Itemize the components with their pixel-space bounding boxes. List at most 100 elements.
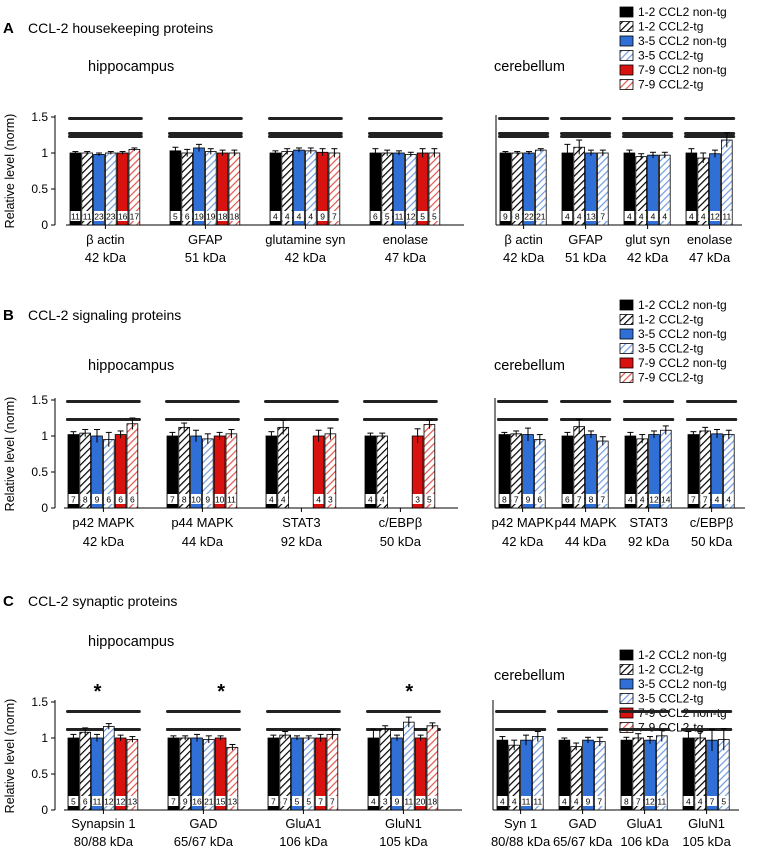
n-label-bg [127,796,138,806]
group-label: glutamine syn [265,232,345,247]
legend-label: 7-9 CCL2 non-tg [638,706,727,720]
y-axis-label: Relative level (norm) [3,699,17,814]
n-label-bg [499,494,510,504]
n-label-bg [497,796,508,806]
n-label-bg [327,796,338,806]
n-label: 11 [93,797,102,807]
blot-band [268,135,343,138]
n-label-bg [170,211,181,221]
blot-band [498,132,550,135]
legend-label: 3-5 CCL2 non-tg [638,34,727,48]
n-label: 7 [597,797,602,807]
n-label-bg [203,796,214,806]
legend-label: 7-9 CCL2 non-tg [638,356,727,370]
kda-label: 42 kDa [285,250,327,265]
n-label-bg [562,211,573,221]
blot-band [560,135,612,138]
y-tick-label: 0.5 [31,767,48,781]
n-label: 9 [183,797,188,807]
n-label-bg [313,494,324,504]
n-label: 7 [332,212,337,222]
n-label-bg [167,494,178,504]
n-label-bg [329,211,340,221]
n-label-bg [68,494,79,504]
n-label-bg [179,494,190,504]
blot-band [268,132,343,135]
kda-label: 106 kDa [620,834,669,849]
legend-swatch [619,372,634,383]
n-label-bg [621,796,632,806]
group-label: p44 MAPK [555,515,617,530]
n-label-bg [227,796,238,806]
n-label-bg [292,796,302,806]
n-label-bg [80,494,91,504]
n-label-bg [571,796,582,806]
n-label: 6 [130,495,135,505]
legend-swatch [619,314,634,325]
n-label: 20 [416,797,426,807]
n-label: 14 [661,495,671,505]
n-label-bg [294,211,304,221]
n-label-bg [586,494,596,504]
n-label: 8 [83,495,88,505]
n-label: 8 [589,495,594,505]
n-label-bg [698,211,709,221]
n-label: 4 [574,797,579,807]
n-label-bg [523,494,533,504]
n-label: 9 [320,212,325,222]
blot-band [66,418,141,421]
n-label: 11 [533,797,542,807]
legend-label: 1-2 CCL2-tg [638,663,703,677]
n-label-bg [278,494,289,504]
n-label-bg [394,211,404,221]
group-label: GAD [189,816,217,831]
legend-label: 1-2 CCL2 non-tg [638,298,727,312]
group-p42-mapk: 8 7 9 6 p42 MAPK 42 kDa [492,400,554,549]
n-label-bg [417,211,428,221]
n-label: 4 [368,495,373,505]
kda-label: 47 kDa [385,250,427,265]
n-label: 18 [218,212,228,222]
group-glun1: 4 3 9 11 20 18 * GluN1 105 kDa [366,681,441,849]
n-label-bg [127,494,138,504]
n-label-bg [659,211,670,221]
n-label: 4 [371,797,376,807]
n-label: 9 [205,495,210,505]
n-label: 4 [639,212,644,222]
n-label-bg [645,796,655,806]
n-label-bg [92,494,102,504]
n-label-bg [103,796,114,806]
n-label: 13 [128,797,138,807]
blot-band [368,117,443,120]
n-label: 4 [285,212,290,222]
n-label-bg [500,211,511,221]
n-label: 4 [686,797,691,807]
blot-band [686,400,738,403]
blot-band [363,400,438,403]
n-label: 4 [281,495,286,505]
n-label: 4 [273,212,278,222]
n-label: 6 [537,495,542,505]
n-label: 7 [170,495,175,505]
legend-label: 1-2 CCL2 non-tg [638,5,727,19]
blot-band [165,400,240,403]
n-label-bg [191,494,201,504]
n-label: 6 [373,212,378,222]
blot-band [560,418,612,421]
n-label-bg [415,796,426,806]
n-label-bg [574,211,585,221]
group-label: Syn 1 [504,816,537,831]
n-label-bg [105,211,116,221]
n-label: 8 [502,495,507,505]
group-label: STAT3 [282,515,321,530]
legend-label: 1-2 CCL2-tg [638,20,703,34]
kda-label: 92 kDa [281,534,323,549]
legend-label: 3-5 CCL2 non-tg [638,327,727,341]
n-label-bg [103,494,114,504]
kda-label: 92 kDa [628,534,670,549]
n-label-bg [365,494,376,504]
n-label: 4 [651,212,656,222]
n-label: 8 [182,495,187,505]
n-label-bg [594,796,605,806]
